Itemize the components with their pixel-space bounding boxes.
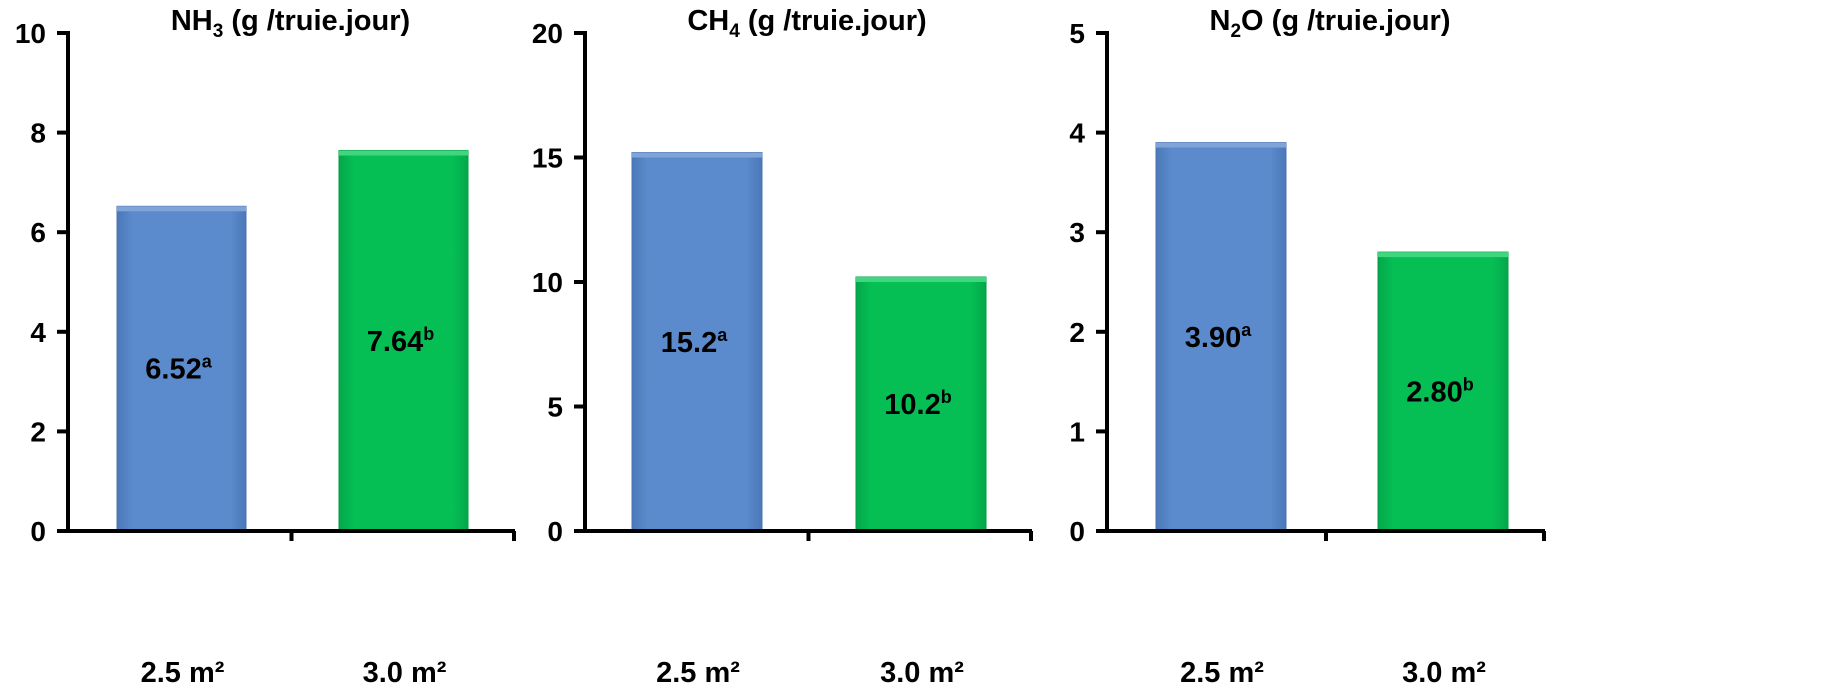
category-label: 3.0 m²: [1402, 657, 1486, 689]
bar-3-0-m2: [338, 150, 469, 532]
chart-title-rest: (g /truie.jour): [223, 5, 410, 37]
y-tick-label: 20: [532, 18, 563, 49]
chart-panel-1: NH3 (g /truie.jour) 6.52a 2.5 m² 7.64b 3.0 m…: [15, 5, 516, 689]
value-label-number: 2.80: [1406, 377, 1462, 409]
category-label: 2.5 m²: [1180, 657, 1264, 689]
chart-title: CH4 (g /truie.jour): [687, 5, 926, 42]
y-tick-label: 0: [547, 516, 563, 547]
value-label: 15.2a: [661, 325, 728, 359]
chart-panel-2: CH4 (g /truie.jour) 15.2a 2.5 m² 10.2b 3.0 m…: [532, 5, 1033, 689]
y-tick-label: 3: [1069, 217, 1085, 248]
value-label-superscript: a: [1241, 320, 1252, 340]
y-tick-label: 4: [30, 317, 46, 348]
value-label-superscript: b: [941, 387, 952, 407]
value-label: 3.90a: [1185, 320, 1252, 354]
bar-3-0-m2: [855, 276, 987, 532]
bar-2-5-m2: [1155, 142, 1287, 532]
y-tick-label: 8: [30, 118, 46, 149]
y-tick-label: 15: [532, 143, 563, 174]
chart-title-subscript: 4: [729, 21, 740, 42]
value-label-superscript: b: [423, 324, 434, 344]
bar-2-5-m2: [116, 205, 247, 532]
value-label-superscript: b: [1463, 375, 1474, 395]
y-tick-label: 4: [1069, 118, 1085, 149]
value-label-superscript: a: [202, 352, 213, 372]
category-label: 3.0 m²: [363, 657, 447, 689]
chart-title-main: N: [1210, 5, 1231, 37]
bar-top-highlight: [1378, 252, 1508, 258]
chart-title-main: CH: [687, 5, 729, 37]
value-label-number: 10.2: [884, 389, 940, 421]
chart-title-rest: (g /truie.jour): [740, 5, 927, 37]
bar-top-highlight: [1156, 142, 1286, 148]
value-label-number: 6.52: [145, 354, 201, 386]
value-label-number: 7.64: [367, 326, 423, 358]
y-tick-label: 0: [1069, 516, 1085, 547]
category-label: 3.0 m²: [880, 657, 964, 689]
chart-title-rest: O (g /truie.jour): [1241, 5, 1450, 37]
category-label: 2.5 m²: [656, 657, 740, 689]
y-tick-label: 2: [1069, 317, 1085, 348]
value-label-number: 3.90: [1185, 322, 1241, 354]
y-tick-label: 1: [1069, 416, 1085, 447]
value-label: 2.80b: [1406, 375, 1473, 409]
chart-title: N2O (g /truie.jour): [1210, 5, 1451, 42]
chart-title: NH3 (g /truie.jour): [171, 5, 410, 42]
bar-3-0-m2: [1377, 251, 1509, 532]
y-tick-label: 5: [547, 392, 563, 423]
y-tick-label: 5: [1069, 18, 1085, 49]
bar-top-highlight: [339, 150, 468, 156]
chart-title-subscript: 3: [213, 21, 224, 42]
bar-top-highlight: [632, 152, 762, 158]
category-label: 2.5 m²: [141, 657, 225, 689]
bar-2-5-m2: [631, 152, 763, 532]
y-tick-label: 10: [532, 267, 563, 298]
value-label: 7.64b: [367, 324, 434, 358]
value-label-superscript: a: [717, 325, 728, 345]
y-tick-label: 0: [30, 516, 46, 547]
y-tick-label: 10: [15, 18, 46, 49]
value-label-number: 15.2: [661, 327, 717, 359]
y-tick-label: 6: [30, 217, 46, 248]
value-label: 6.52a: [145, 352, 212, 386]
bar-top-highlight: [117, 206, 246, 212]
bar-top-highlight: [856, 277, 986, 283]
value-label: 10.2b: [884, 387, 951, 421]
y-tick-label: 2: [30, 416, 46, 447]
chart-title-subscript: 2: [1230, 21, 1241, 42]
chart-title-main: NH: [171, 5, 213, 37]
